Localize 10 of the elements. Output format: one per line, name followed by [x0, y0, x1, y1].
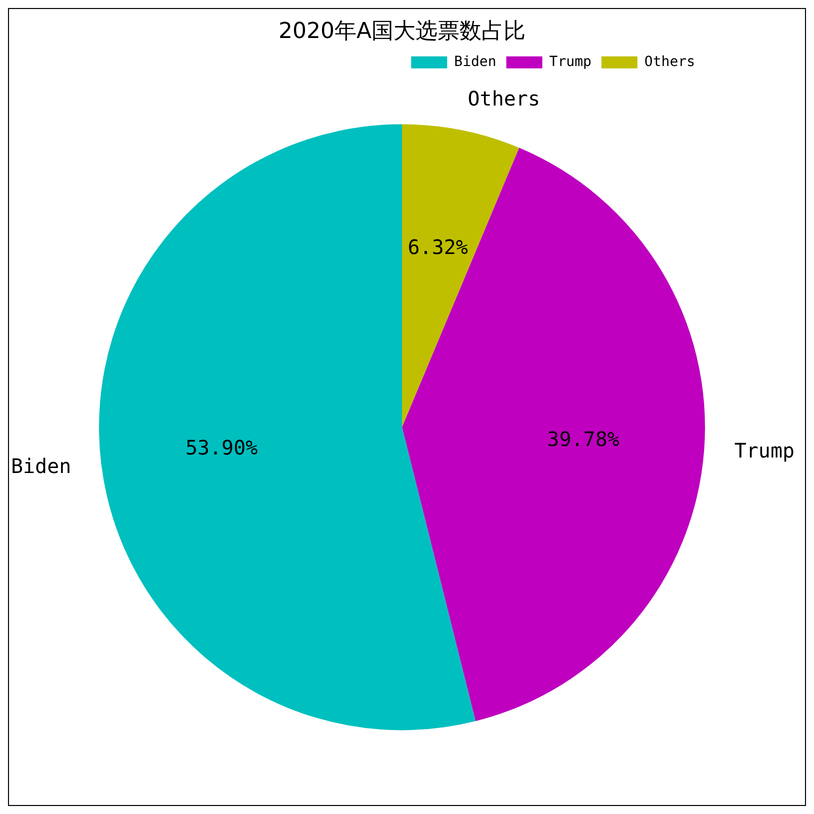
data-label: 39.78%: [547, 427, 620, 452]
data-label: 53.90%: [185, 436, 258, 460]
slice-label: Biden: [10, 454, 72, 478]
legend-label: Others: [644, 54, 696, 70]
legend-label: Trump: [549, 54, 592, 70]
legend-label: Biden: [454, 54, 496, 70]
chart-title: 2020年A国大选票数占比: [278, 18, 526, 44]
data-label: 6.32%: [408, 235, 468, 260]
slice-label: Others: [468, 86, 540, 111]
slice-label: Trump: [734, 438, 795, 463]
